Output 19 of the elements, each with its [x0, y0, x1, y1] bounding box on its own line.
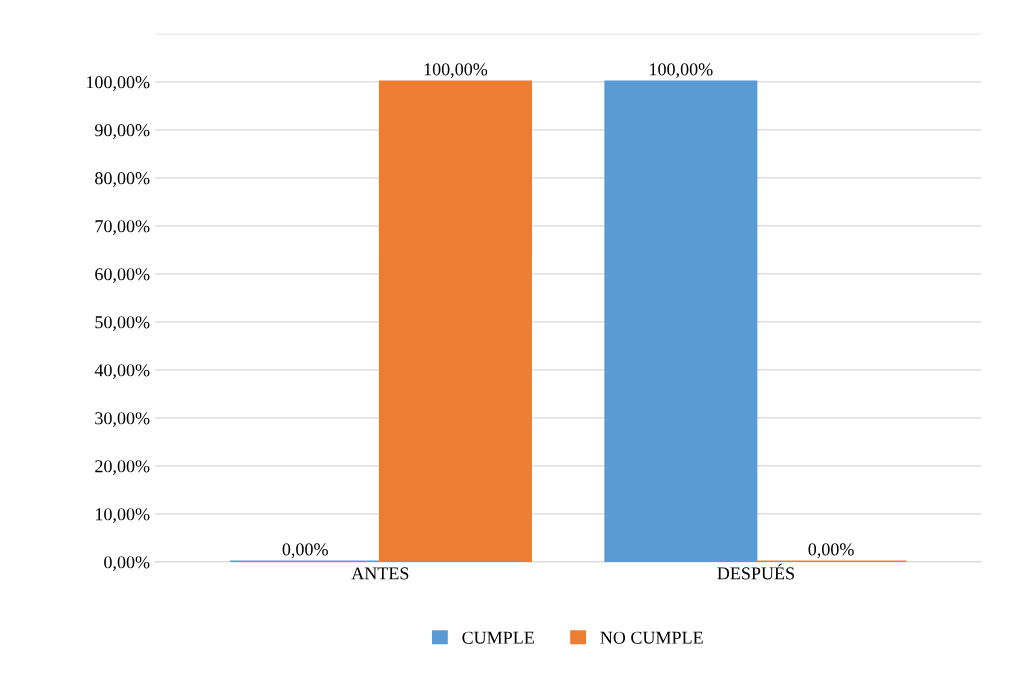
y-tick-label: 100,00%	[86, 76, 150, 91]
y-tick-label: 70,00%	[95, 220, 150, 235]
legend-label: NO CUMPLE	[600, 631, 703, 644]
data-label: 100,00%	[650, 63, 713, 79]
y-tick-label: 0,00%	[104, 556, 150, 571]
y-tick-label: 50,00%	[95, 316, 150, 331]
y-tick-label: 30,00%	[95, 412, 150, 427]
y-tick-label: 20,00%	[95, 460, 150, 475]
legend-label: CUMPLE	[462, 631, 534, 644]
data-label: 0,00%	[808, 543, 854, 559]
data-label: 100,00%	[424, 63, 488, 79]
y-tick-label: 10,00%	[96, 508, 150, 523]
y-tick-label: 60,00%	[95, 268, 150, 283]
y-tick-label: 80,00%	[95, 172, 150, 187]
y-tick-label: 40,00%	[94, 364, 150, 379]
x-tick-label: DESPUÉS	[717, 563, 794, 580]
data-label: 0,00%	[282, 543, 328, 559]
x-tick-label: ANTES	[351, 567, 409, 580]
y-tick-label: 90,00%	[95, 124, 150, 139]
